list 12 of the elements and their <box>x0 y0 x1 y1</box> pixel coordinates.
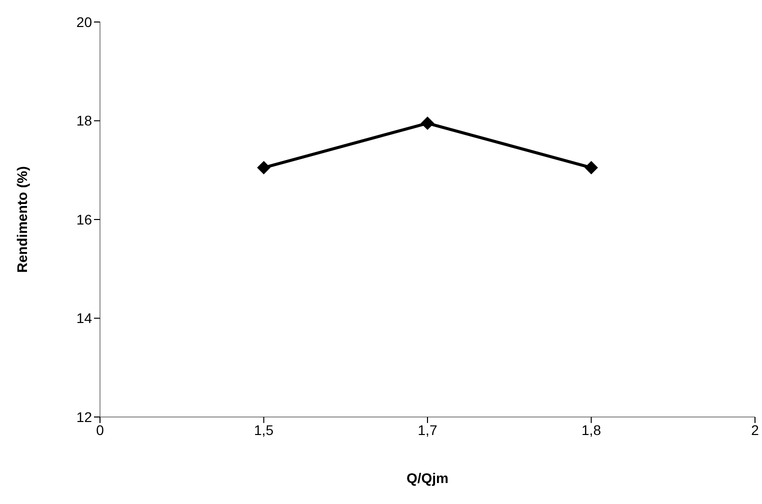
y-tick-label: 18 <box>76 112 92 129</box>
x-tick-label: 2 <box>751 422 760 438</box>
y-tick-label: 20 <box>76 14 92 30</box>
x-tick-label: 1,7 <box>418 422 438 438</box>
x-tick-label: 0 <box>96 422 104 438</box>
y-tick-label: 14 <box>76 310 92 326</box>
x-axis-title: Q/Qjm <box>406 470 449 486</box>
y-axis-title: Rendimento (%) <box>14 166 30 273</box>
y-tick-label: 12 <box>76 408 92 425</box>
y-tick-label: 16 <box>76 211 92 228</box>
x-tick-label: 1,8 <box>582 422 602 438</box>
x-tick-label: 1,5 <box>254 422 274 438</box>
